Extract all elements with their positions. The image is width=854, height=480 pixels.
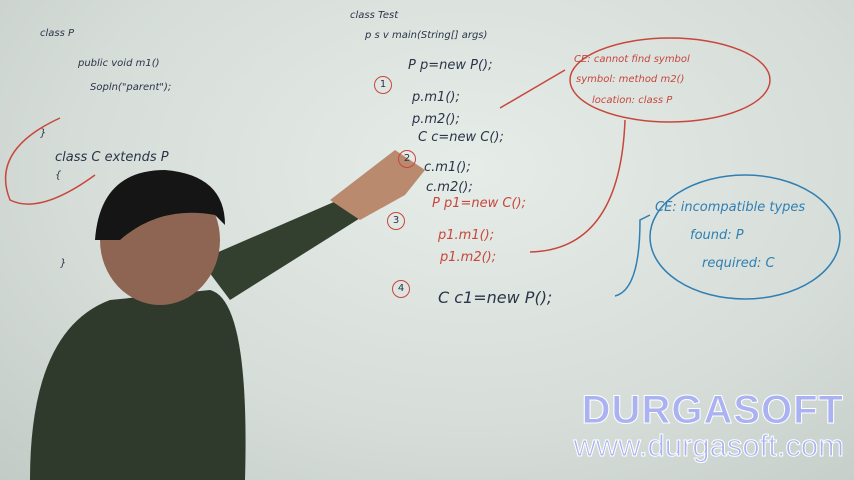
person-arm xyxy=(200,195,365,300)
step-number: 3 xyxy=(387,212,405,230)
code-line: p.m2(); xyxy=(412,112,460,127)
code-line: C c1=new P(); xyxy=(438,288,553,307)
error-text: found: P xyxy=(690,228,744,243)
code-line: Sopln("parent"); xyxy=(90,82,172,93)
code-line: c.m1(); xyxy=(424,160,471,175)
step-number: 2 xyxy=(398,150,416,168)
code-line: p.m1(); xyxy=(412,90,460,105)
code-line: P p=new P(); xyxy=(408,58,493,73)
arrow xyxy=(529,119,626,253)
person-hand xyxy=(330,150,425,220)
error-text: symbol: method m2() xyxy=(576,74,685,85)
code-line: c.m2(); xyxy=(426,180,473,195)
code-line: p1.m2(); xyxy=(440,250,497,265)
person-body xyxy=(30,290,246,480)
code-line: p1.m1(); xyxy=(438,228,495,243)
error-text: required: C xyxy=(702,256,775,271)
code-line: class Test xyxy=(350,10,399,21)
code-line: } xyxy=(60,258,67,269)
watermark-url: www.durgasoft.com xyxy=(573,428,844,464)
code-line: class C extends P xyxy=(55,150,169,165)
step-number: 4 xyxy=(392,280,410,298)
code-line: } xyxy=(40,128,47,139)
code-line: P p1=new C(); xyxy=(432,196,526,211)
arrow xyxy=(614,214,651,297)
code-line: { xyxy=(55,170,62,181)
person-hair xyxy=(95,170,225,240)
code-line: p s v main(String[] args) xyxy=(365,30,488,41)
error-text: CE: incompatible types xyxy=(655,200,806,215)
error-cloud-blue xyxy=(649,174,841,300)
code-line: C c=new C(); xyxy=(418,130,504,145)
arrow xyxy=(499,69,566,109)
error-text: location: class P xyxy=(592,95,673,106)
error-text: CE: cannot find symbol xyxy=(574,54,690,65)
watermark-brand: DURGASOFT xyxy=(581,388,844,433)
step-number: 1 xyxy=(374,76,392,94)
code-line: public void m1() xyxy=(78,58,160,69)
arrow xyxy=(4,117,96,205)
code-line: class P xyxy=(40,28,75,39)
error-cloud-red xyxy=(569,37,771,123)
